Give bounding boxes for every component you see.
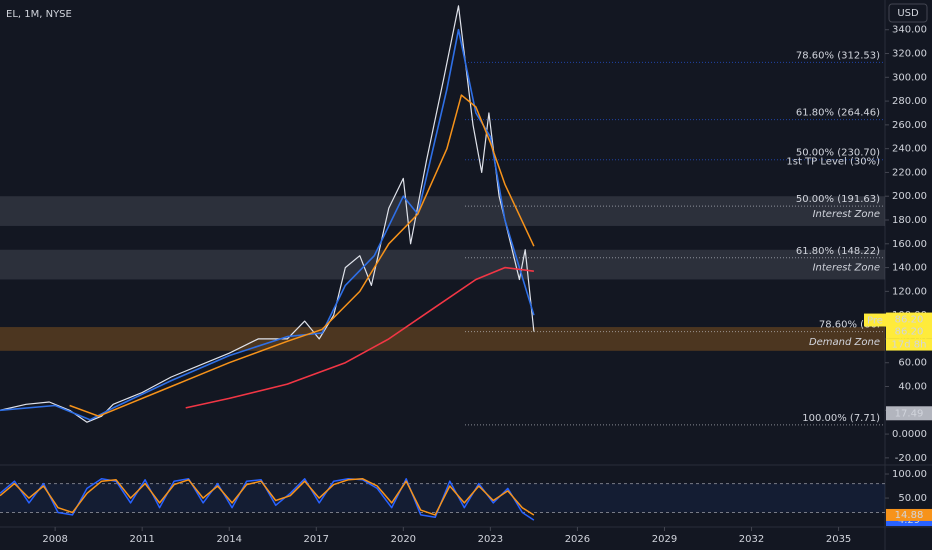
x-tick-label: 2008 bbox=[42, 534, 67, 545]
currency[interactable]: USD bbox=[897, 8, 919, 19]
price-line bbox=[0, 28, 535, 421]
fib-label: 100.00% (7.71) bbox=[802, 413, 880, 424]
zone-label: Demand Zone bbox=[809, 337, 880, 348]
x-tick-label: 2011 bbox=[129, 534, 154, 545]
pre-label: Pre bbox=[867, 316, 883, 327]
x-tick-label: 2035 bbox=[826, 534, 851, 545]
stoch-line bbox=[0, 478, 535, 521]
y-tick-label: 160.00 bbox=[892, 239, 927, 250]
x-tick-label: 2032 bbox=[739, 534, 764, 545]
y-tick-label: 0.0000 bbox=[892, 429, 927, 440]
x-tick-label: 2023 bbox=[478, 534, 503, 545]
fib-label: 61.80% (148.22) bbox=[796, 246, 880, 257]
x-tick-label: 2017 bbox=[304, 534, 329, 545]
x-tick-label: 2026 bbox=[565, 534, 590, 545]
pre-box bbox=[864, 313, 886, 327]
pre-tag-label: 86.20 bbox=[895, 315, 924, 326]
y-tick-label: 260.00 bbox=[892, 120, 927, 131]
countdown-box bbox=[886, 338, 932, 351]
y-tick-label: 340.00 bbox=[892, 25, 927, 36]
y-tick-label: 200.00 bbox=[892, 191, 927, 202]
price-tag bbox=[886, 406, 932, 421]
zone bbox=[0, 327, 885, 351]
y-tick-label: 300.00 bbox=[892, 72, 927, 83]
y-tick-label: -20.00 bbox=[895, 453, 927, 464]
y-tick-label: 220.00 bbox=[892, 167, 927, 178]
currency-box[interactable] bbox=[888, 3, 928, 23]
fib-label: 78.60% (86. bbox=[819, 320, 880, 331]
stoch-tag bbox=[886, 508, 932, 521]
price-tag bbox=[886, 324, 932, 339]
y-tick-label: 60.00 bbox=[898, 358, 927, 369]
x-tick-label: 2029 bbox=[652, 534, 677, 545]
fib-label: 50.00% (191.63) bbox=[796, 194, 880, 205]
fib-note: 1st TP Level (30%) bbox=[786, 157, 880, 168]
y-tick-label: 280.00 bbox=[892, 96, 927, 107]
y-tick-label: 320.00 bbox=[892, 49, 927, 60]
fib-label: 50.00% (230.70) bbox=[796, 148, 880, 159]
price-tag-label: 17.49 bbox=[895, 408, 924, 419]
y-tick-label: 180.00 bbox=[892, 215, 927, 226]
zone bbox=[0, 196, 885, 226]
symbol-title: EL, 1M, NYSE bbox=[6, 9, 72, 20]
y-tick-label: 40.00 bbox=[898, 382, 927, 393]
zone-label: Interest Zone bbox=[813, 263, 880, 274]
x-tick-label: 2020 bbox=[391, 534, 416, 545]
x-tick-label: 2014 bbox=[217, 534, 242, 545]
zone-label: Interest Zone bbox=[813, 209, 880, 220]
y-tick-label: 240.00 bbox=[892, 144, 927, 155]
countdown: 17d 8h bbox=[892, 340, 927, 351]
fib-label: 61.80% (264.46) bbox=[796, 108, 880, 119]
y-tick-label: 100.00 bbox=[892, 469, 927, 480]
y-tick-label: 140.00 bbox=[892, 263, 927, 274]
y-tick-label: 120.00 bbox=[892, 286, 927, 297]
stoch-tag-label: 14.88 bbox=[895, 510, 924, 521]
price-tag-label: 86.20 bbox=[895, 327, 924, 338]
stoch-line bbox=[0, 478, 535, 516]
y-tick-label: 50.00 bbox=[898, 493, 927, 504]
price-line bbox=[185, 266, 534, 409]
pre-tag bbox=[886, 312, 932, 326]
fib-label: 78.60% (312.53) bbox=[796, 50, 880, 61]
price-line bbox=[69, 94, 535, 417]
zone bbox=[0, 249, 885, 280]
